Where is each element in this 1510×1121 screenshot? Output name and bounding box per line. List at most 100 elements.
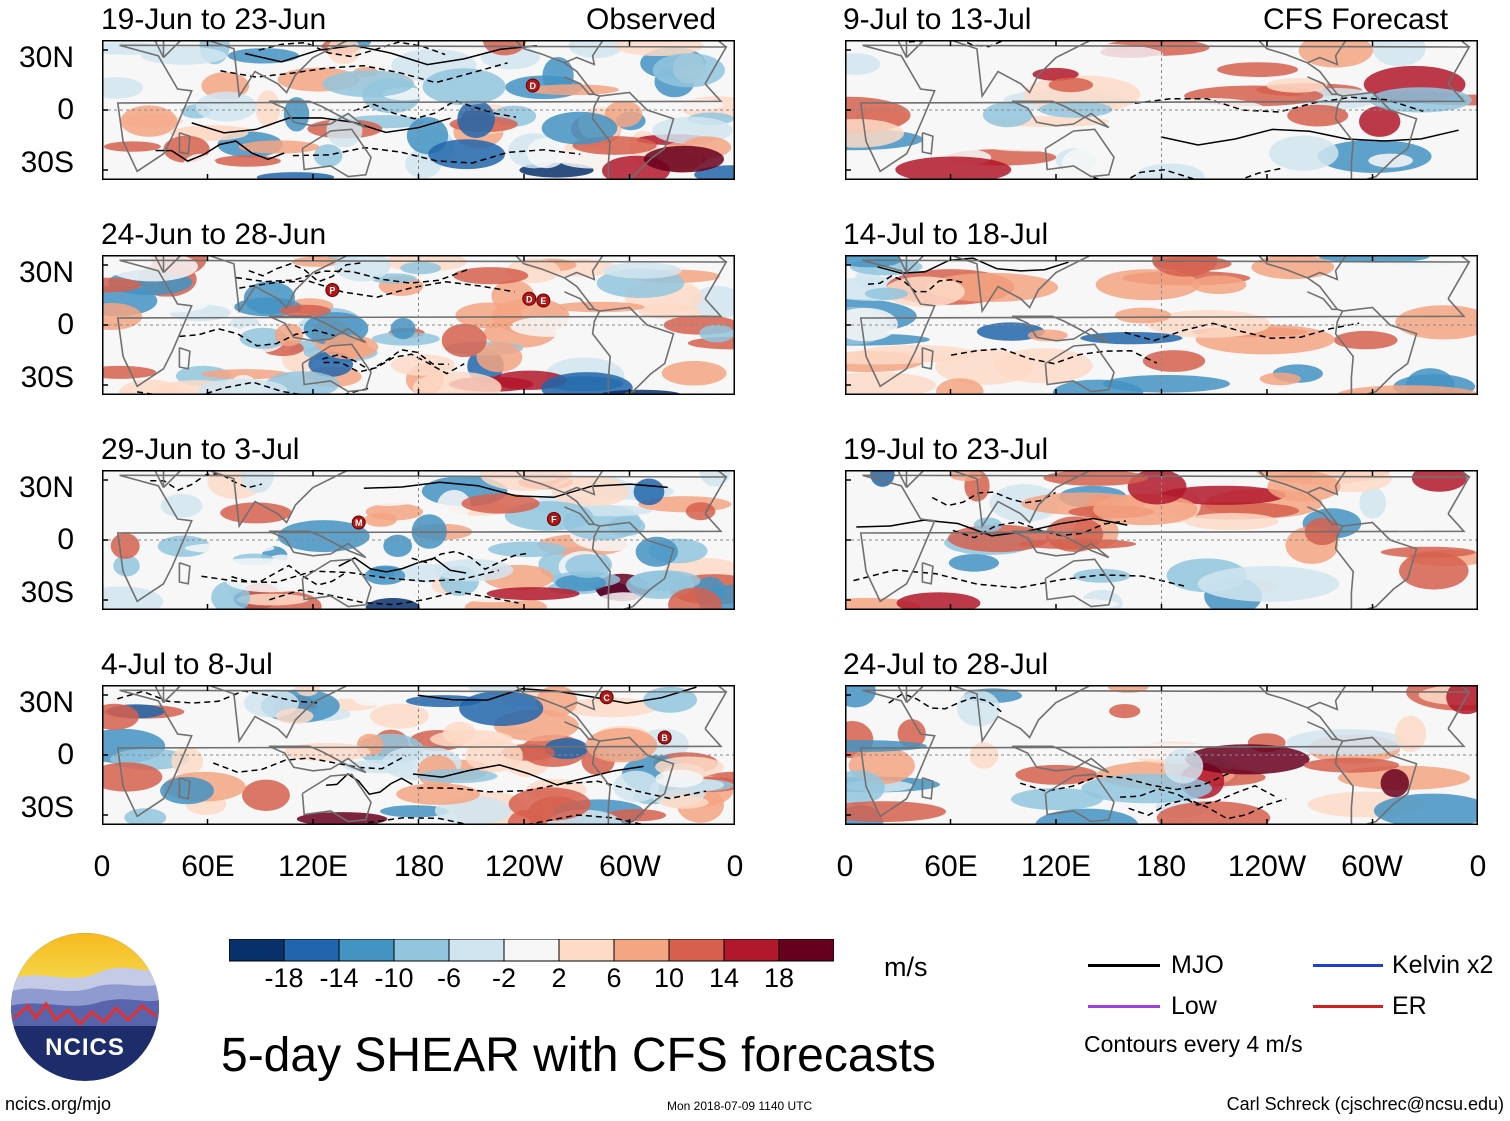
shear-anomaly-patch	[434, 559, 514, 582]
shear-anomaly-patch	[1395, 305, 1478, 340]
mjo-contour	[368, 814, 648, 825]
shear-anomaly-patch	[160, 776, 214, 805]
shear-anomaly-patch	[895, 156, 1012, 180]
colorbar-tick-label: 18	[763, 963, 795, 993]
mjo-contour	[338, 557, 467, 574]
panel-title: 9-Jul to 13-Jul	[843, 3, 1032, 36]
shear-anomaly-patch	[1269, 135, 1339, 171]
coastline	[162, 40, 349, 99]
legend-line-mjo	[1088, 964, 1160, 967]
shear-anomaly-patch	[526, 137, 567, 169]
shear-anomaly-patch	[102, 491, 143, 503]
shear-anomaly-patch	[1114, 307, 1172, 324]
mjo-contour	[326, 773, 413, 796]
shear-anomaly-patch	[633, 478, 665, 506]
colorbar-swatch	[503, 938, 560, 962]
shear-anomaly-patch	[390, 318, 416, 340]
shear-anomaly-patch	[635, 536, 678, 567]
shear-anomaly-patch	[626, 570, 695, 599]
coastline	[116, 474, 728, 603]
shear-anomaly-patch	[896, 592, 981, 610]
shear-anomaly-patch	[441, 323, 487, 358]
shear-anomaly-patch	[453, 267, 529, 285]
tropical-storm-icon: C	[599, 690, 614, 705]
mjo-contour	[1120, 784, 1275, 806]
coastline	[268, 100, 367, 129]
coastline	[116, 259, 728, 388]
shear-anomaly-patch	[638, 303, 702, 319]
coastline	[116, 44, 728, 173]
shear-anomaly-patch	[102, 277, 142, 293]
shear-anomaly-patch	[864, 287, 908, 300]
shear-map	[845, 255, 1478, 395]
coastline	[1257, 470, 1348, 526]
ncics-logo: NCICS	[10, 932, 160, 1082]
shear-anomaly-patch	[313, 144, 343, 168]
shear-anomaly-patch	[488, 541, 567, 558]
shear-map	[845, 685, 1478, 825]
shear-anomaly-patch	[553, 301, 645, 313]
storm-letter: D	[530, 81, 537, 91]
mjo-contour	[952, 520, 1126, 539]
footer-timestamp: Mon 2018-07-09 1140 UTC	[667, 1099, 813, 1113]
shear-anomaly-patch	[555, 574, 607, 592]
coastline	[153, 40, 727, 58]
shear-anomaly-patch	[255, 90, 281, 128]
coastline	[153, 470, 727, 488]
map-panel-forecast-4	[845, 685, 1478, 825]
coastline	[301, 343, 372, 393]
storm-letter: E	[540, 296, 546, 306]
shear-anomaly-patch	[1015, 764, 1098, 785]
shear-anomaly-patch	[400, 261, 441, 275]
coastline	[905, 255, 1092, 314]
legend-line-kelvin	[1313, 964, 1383, 967]
mjo-contour	[417, 780, 707, 800]
colorbar-swatch	[448, 938, 505, 962]
lat-label: 30N	[18, 686, 74, 719]
shear-anomaly-patch	[1217, 62, 1298, 77]
legend-label-mjo: MJO	[1171, 951, 1224, 979]
panel-title: 19-Jun to 23-Jun	[101, 3, 327, 36]
shear-anomaly-patch	[643, 686, 697, 713]
chart-title: 5-day SHEAR with CFS forecasts	[221, 1029, 936, 1082]
shear-anomaly-patch	[256, 172, 335, 180]
shear-anomaly-patch	[1373, 793, 1478, 825]
shear-anomaly-patch	[551, 476, 629, 508]
colorbar	[228, 938, 835, 968]
shear-anomaly-patch	[140, 46, 227, 65]
colorbar-swatch	[723, 938, 780, 962]
shear-anomaly-patch	[1418, 40, 1457, 51]
mjo-contour	[322, 349, 449, 372]
footer-credit: Carl Schreck (cjschrec@ncsu.edu)	[1226, 1094, 1504, 1114]
shear-anomaly-patch	[1369, 87, 1472, 113]
shear-anomaly-patch	[655, 769, 704, 788]
lon-label: 180	[1135, 850, 1187, 883]
coastline	[896, 40, 1470, 58]
mjo-contour	[258, 41, 446, 58]
panel-title: 4-Jul to 8-Jul	[101, 648, 273, 681]
coastline	[1257, 40, 1348, 96]
mjo-contour	[213, 755, 407, 773]
shear-anomaly-patch	[541, 111, 618, 145]
colorbar-tick-label: -18	[264, 963, 304, 993]
coastline	[1011, 315, 1110, 344]
shear-anomaly-patch	[845, 119, 904, 148]
coastline	[514, 255, 605, 311]
shear-anomaly-patch	[845, 71, 893, 93]
shear-anomaly-patch	[1411, 470, 1467, 492]
coastline	[178, 132, 191, 155]
shear-anomaly-patch	[1399, 552, 1469, 590]
footer-url[interactable]: ncics.org/mjo	[5, 1094, 112, 1114]
shear-anomaly-patch	[1191, 275, 1247, 295]
coastline	[1011, 530, 1110, 559]
shear-anomaly-patch	[1380, 769, 1409, 798]
shear-anomaly-patch	[465, 739, 523, 773]
shear-anomaly-patch	[668, 587, 722, 610]
lon-label: 0	[93, 850, 111, 883]
shear-anomaly-patch	[508, 787, 591, 821]
coastline	[921, 777, 934, 800]
coastline	[1011, 100, 1110, 129]
